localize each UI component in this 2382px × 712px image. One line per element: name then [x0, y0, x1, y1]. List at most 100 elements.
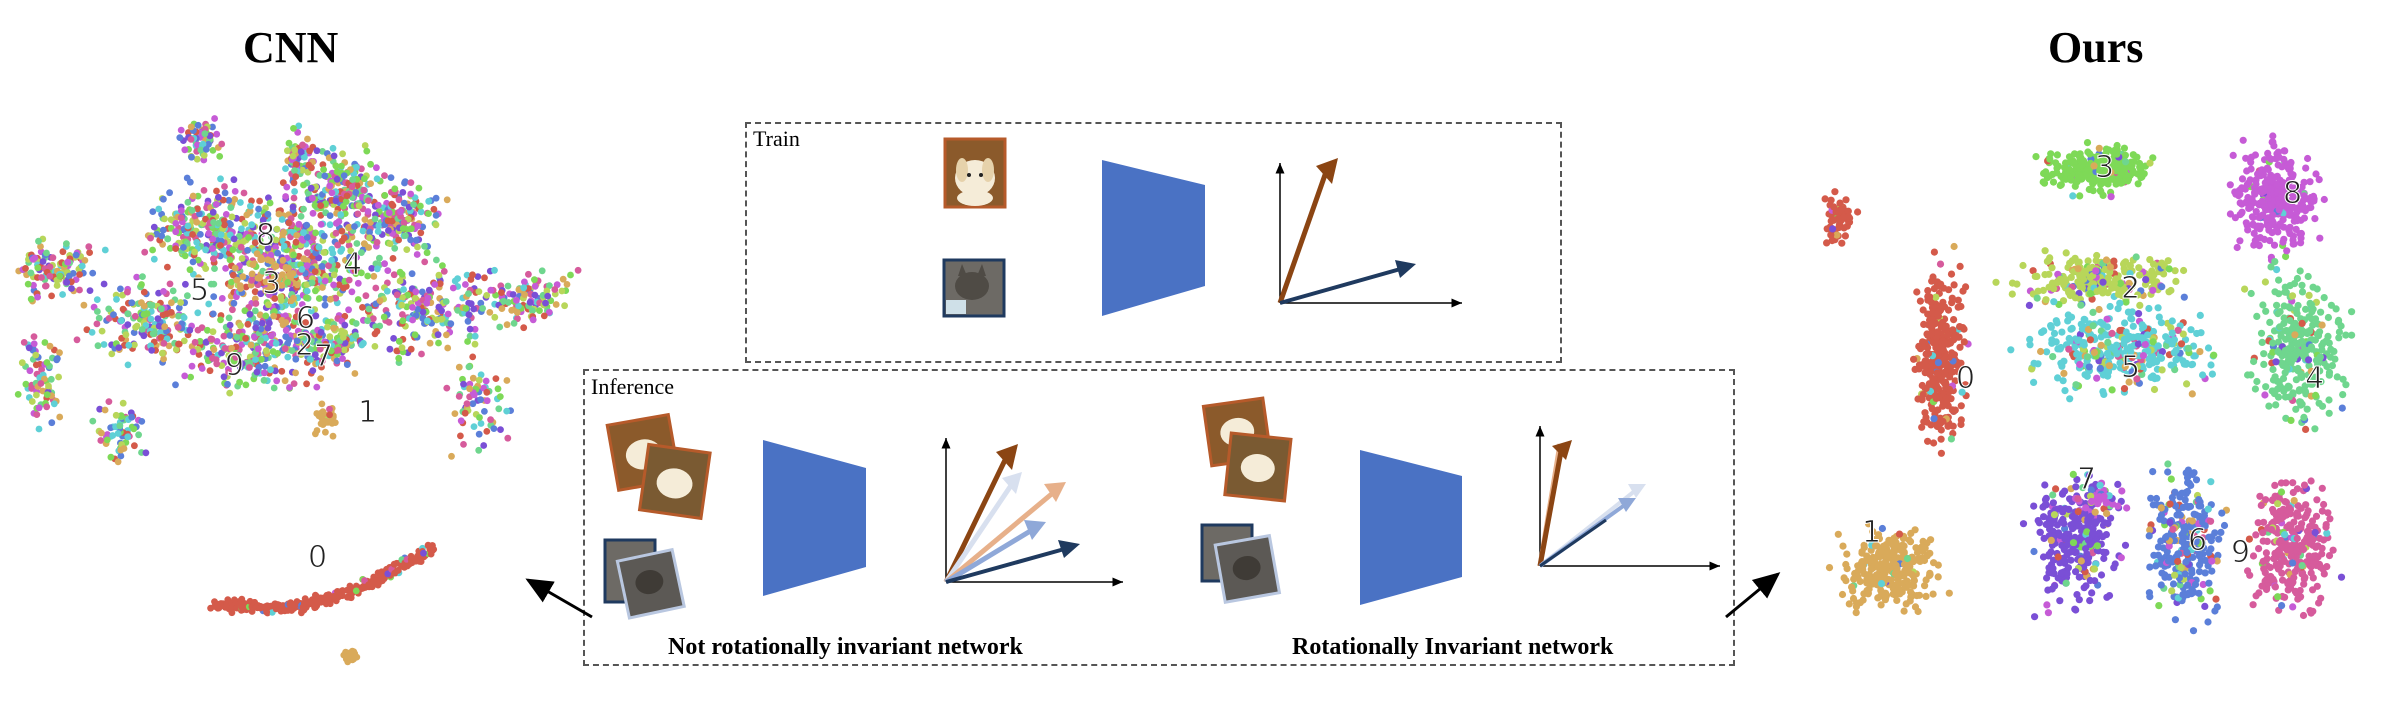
- scatter-point: [364, 272, 372, 280]
- scatter-point: [340, 234, 348, 242]
- scatter-point: [504, 434, 512, 442]
- scatter-point: [353, 163, 360, 171]
- scatter-point: [183, 174, 191, 182]
- scatter-point: [2264, 194, 2272, 202]
- scatter-point: [307, 337, 315, 345]
- scatter-point: [49, 254, 57, 262]
- scatter-point: [165, 342, 173, 350]
- scatter-point: [147, 315, 155, 323]
- scatter-point: [462, 305, 470, 312]
- scatter-point: [290, 194, 298, 202]
- scatter-point: [365, 244, 373, 251]
- scatter-point: [160, 195, 167, 203]
- scatter-point: [467, 276, 475, 283]
- scatter-point: [2315, 176, 2323, 184]
- scatter-point: [202, 146, 210, 153]
- scatter-point: [385, 227, 392, 234]
- scatter-point: [188, 153, 195, 161]
- scatter-point: [2233, 243, 2241, 252]
- scatter-point: [321, 277, 329, 285]
- scatter-point: [213, 338, 221, 345]
- scatter-point: [251, 307, 259, 315]
- scatter-point: [288, 347, 296, 354]
- scatter-point: [138, 326, 146, 333]
- scatter-point: [210, 219, 218, 226]
- scatter-point: [2267, 200, 2275, 208]
- scatter-point: [374, 201, 382, 209]
- scatter-point: [403, 246, 411, 254]
- scatter-point: [358, 249, 365, 256]
- scatter-point: [345, 223, 353, 231]
- scatter-point: [213, 360, 221, 368]
- scatter-point: [321, 295, 329, 302]
- scatter-point: [142, 449, 150, 457]
- scatter-point: [175, 340, 182, 348]
- scatter-point: [2096, 167, 2104, 176]
- scatter-point: [150, 223, 158, 231]
- scatter-point: [88, 329, 96, 336]
- scatter-point: [432, 221, 440, 229]
- scatter-point: [246, 359, 254, 366]
- cluster-label: 5: [190, 273, 209, 308]
- scatter-point: [379, 577, 386, 585]
- scatter-point: [2126, 163, 2134, 171]
- scatter-point: [475, 446, 483, 454]
- scatter-point: [520, 284, 528, 292]
- scatter-point: [230, 299, 238, 307]
- scatter-point: [341, 312, 349, 320]
- scatter-point: [2289, 240, 2297, 248]
- scatter-point: [177, 299, 185, 306]
- scatter-point: [390, 560, 398, 568]
- scatter-point: [117, 452, 125, 460]
- scatter-point: [187, 136, 195, 143]
- scatter-point: [546, 282, 553, 289]
- scatter-point: [321, 301, 329, 309]
- scatter-point: [258, 256, 266, 263]
- scatter-point: [333, 175, 341, 183]
- scatter-point: [545, 308, 553, 316]
- cluster-label: 7: [314, 339, 333, 374]
- scatter-point: [188, 362, 196, 370]
- scatter-point: [399, 294, 406, 301]
- scatter-point: [2117, 179, 2125, 187]
- scatter-point: [369, 315, 377, 323]
- scatter-point: [160, 340, 168, 347]
- scatter-point: [117, 412, 125, 420]
- scatter-point: [465, 363, 473, 371]
- scatter-point: [371, 215, 379, 223]
- scatter-point: [24, 280, 32, 288]
- scatter-point: [275, 210, 283, 218]
- scatter-point: [230, 235, 238, 243]
- scatter-point: [227, 204, 235, 211]
- scatter-point: [210, 346, 218, 353]
- scatter-point: [25, 344, 33, 352]
- scatter-point: [217, 175, 224, 183]
- scatter-point: [2273, 180, 2281, 188]
- scatter-point: [303, 294, 310, 302]
- scatter-point: [83, 326, 91, 334]
- scatter-point: [300, 205, 307, 213]
- scatter-point: [256, 197, 263, 205]
- scatter-point: [37, 243, 44, 250]
- scatter-point: [465, 311, 473, 319]
- scatter-point: [213, 187, 220, 195]
- scatter-point: [130, 425, 138, 433]
- scatter-point: [2239, 136, 2247, 144]
- scatter-point: [404, 291, 411, 299]
- scatter-point: [367, 180, 374, 187]
- scatter-point: [386, 345, 394, 353]
- scatter-point: [279, 321, 287, 329]
- scatter-point: [48, 419, 56, 427]
- scatter-point: [376, 297, 384, 305]
- scatter-point: [98, 327, 106, 335]
- scatter-point: [431, 281, 439, 288]
- scatter-point: [167, 244, 174, 252]
- scatter-point: [297, 213, 305, 220]
- scatter-point: [2056, 181, 2064, 190]
- scatter-point: [286, 384, 293, 391]
- scatter-point: [471, 332, 479, 340]
- scatter-point: [425, 210, 432, 217]
- scatter-point: [254, 211, 262, 219]
- scatter-point: [352, 320, 360, 327]
- scatter-point: [536, 307, 543, 314]
